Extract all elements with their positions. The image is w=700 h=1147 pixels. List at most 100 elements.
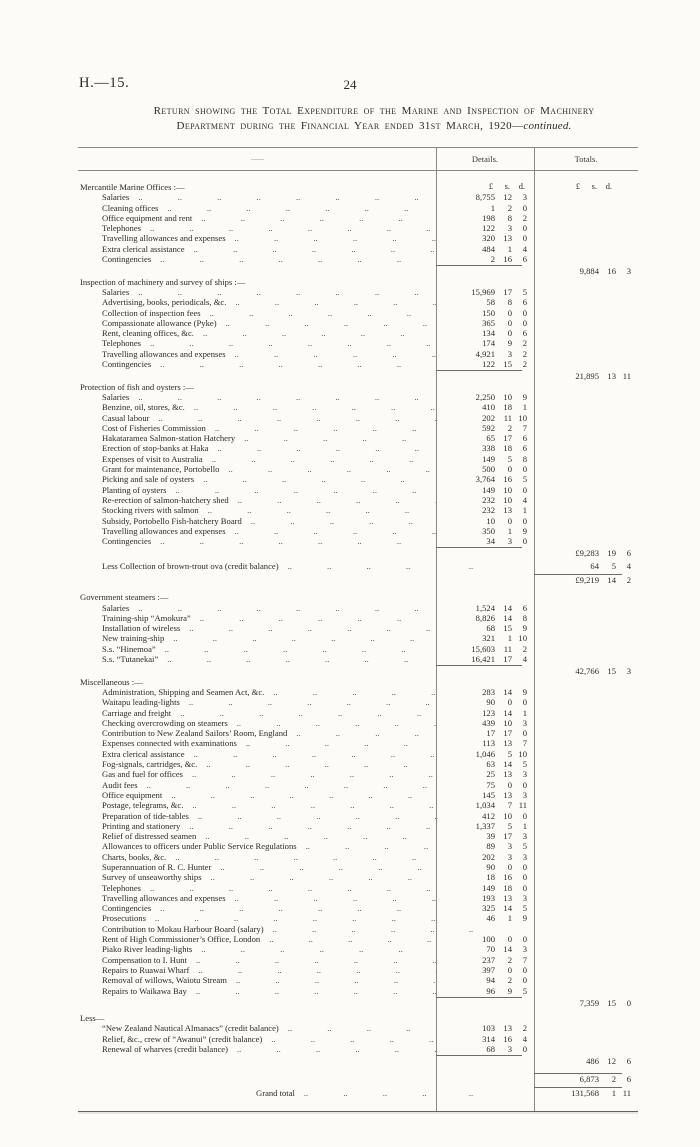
table-row: Less— — [78, 1013, 638, 1023]
amount-pence: 0 — [522, 779, 527, 790]
item-label: S.s. “Hinemoa” — [102, 643, 156, 654]
table-row: Checking overcrowding on steamers .. .. .… — [78, 718, 638, 728]
details-cell: 202 3 3 — [436, 852, 534, 862]
table-row: Government steamers :— — [78, 592, 638, 602]
section-heading: Government steamers :— — [80, 592, 169, 603]
details-cell: 1,337 5 1 — [436, 821, 534, 831]
totals-cell — [534, 1044, 638, 1054]
amount-shillings: 3 — [507, 1044, 512, 1055]
amount-pence: 3 — [626, 266, 631, 277]
table-row: Grand total.. .. .. .. .. .. .. .. .. ..… — [78, 1088, 638, 1098]
row-description: Contingencies .. .. .. .. .. .. .. .. .. … — [78, 903, 436, 913]
leader-dots: .. .. .. .. .. .. .. .. .. .. .. .. .. .… — [273, 686, 436, 697]
totals-cell — [534, 433, 638, 443]
amount-pounds: 58 — [486, 297, 495, 308]
amount-pounds: 65 — [486, 433, 495, 444]
row-description: Salaries .. .. .. .. .. .. .. .. .. .. ..… — [78, 603, 436, 613]
row-description — [78, 998, 436, 1008]
amount-details: 150 0 0 — [436, 308, 534, 318]
leader-dots: .. .. .. .. .. .. .. .. .. .. .. .. .. .… — [175, 851, 436, 862]
amount-pounds: 1,046 — [475, 748, 495, 759]
amount-shillings: 14 — [503, 903, 512, 914]
amount-pence: 1 — [522, 505, 527, 516]
amount-shillings: 17 — [503, 831, 512, 842]
row-description: Subsidy, Portobello Fish-hatchery Board.… — [78, 516, 436, 526]
table-row: Office equipment .. .. .. .. .. .. .. .. … — [78, 790, 638, 800]
totals-cell — [534, 454, 638, 464]
amount-shillings: 5 — [507, 453, 512, 464]
leader-dots: .. .. .. .. .. .. .. .. .. .. .. .. .. .… — [234, 348, 436, 359]
leader-dots: .. .. .. .. .. .. .. .. .. .. .. .. .. .… — [191, 769, 436, 780]
totals-cell — [534, 633, 638, 643]
row-description: Office equipment and rent .. .. .. .. .. … — [78, 213, 436, 223]
details-cell — [436, 548, 534, 558]
totals-cell — [534, 485, 638, 495]
item-label: Postage, telegrams, &c. — [102, 800, 184, 811]
amount-pounds: 9,884 — [579, 266, 599, 277]
table-row: Gas and fuel for offices .. .. .. .. .. .… — [78, 769, 638, 779]
amount-details: 1,034 7 11 — [436, 800, 534, 810]
amount-details: 15,969 17 5 — [436, 287, 534, 297]
row-description: Planting of oysters .. .. .. .. .. .. .. … — [78, 485, 436, 495]
row-description: Superannuation of R. C. Hunter .. .. .. .… — [78, 862, 436, 872]
item-label: Repairs to Waikawa Bay — [102, 985, 187, 996]
totals-cell: 486 12 6 — [534, 1056, 638, 1066]
totals-cell — [534, 308, 638, 318]
section-heading: Miscellaneous :— — [80, 676, 143, 687]
rule-row — [78, 1072, 638, 1074]
amount-shillings: 3 — [507, 348, 512, 359]
leader-dots: .. .. .. .. .. .. .. .. .. .. .. .. .. .… — [150, 882, 436, 893]
amount-pence: 1 — [522, 402, 527, 413]
row-label — [78, 666, 80, 676]
leader-dots: .. .. .. .. .. .. .. .. .. .. .. .. .. .… — [160, 359, 436, 370]
amount-shillings: 0 — [507, 307, 512, 318]
leader-dots: .. .. .. .. .. .. .. .. .. .. .. .. .. .… — [220, 862, 436, 872]
totals-cell — [534, 464, 638, 474]
amount-pence: 6 — [626, 1056, 631, 1067]
item-label: Contingencies — [102, 254, 152, 265]
amount-details: 17 17 0 — [436, 728, 534, 738]
leader-dots: .. .. .. .. .. .. .. .. .. .. .. .. .. .… — [195, 985, 436, 996]
table-row: Charts, books, &c. .. .. .. .. .. .. .. .… — [78, 852, 638, 862]
row-description: Checking overcrowding on steamers .. .. .… — [78, 718, 436, 728]
amount-pence: 2 — [522, 348, 527, 359]
totals-cell — [534, 862, 638, 872]
amount-shillings: 13 — [503, 505, 512, 516]
details-cell: 18 16 0 — [436, 872, 534, 882]
amount-pence: 0 — [522, 810, 527, 821]
amount-shillings: 0 — [507, 964, 512, 975]
row-description: Expenses connected with examinations .. .… — [78, 738, 436, 748]
item-label: Office equipment — [102, 789, 163, 800]
leader-dots: .. .. .. .. .. .. .. .. .. .. .. .. .. .… — [203, 474, 436, 485]
row-description: Collection of inspection fees .. .. .. ..… — [78, 308, 436, 318]
shillings-abbrev: s. — [591, 182, 597, 191]
row-description: Erection of stop-banks at Haka .. .. .. .… — [78, 443, 436, 453]
table-row: Protection of fish and oysters :— — [78, 382, 638, 392]
totals-cell — [534, 423, 638, 433]
totals-cell — [534, 603, 638, 613]
item-label: Audit fees — [102, 779, 138, 790]
rule-row — [78, 1054, 638, 1057]
item-label: Carriage and freight — [102, 707, 172, 718]
leader-dots: .. .. .. .. .. .. .. .. .. .. .. .. .. .… — [138, 602, 436, 613]
amount-pounds: 15,603 — [471, 643, 495, 654]
row-label — [78, 371, 80, 381]
amount-pence: 4 — [522, 494, 527, 505]
details-cell: 90 0 0 — [436, 862, 534, 872]
leader-dots: .. .. .. .. .. .. .. .. .. .. .. .. .. .… — [228, 464, 436, 475]
leader-dots: .. .. .. .. .. .. .. .. .. .. .. .. .. .… — [167, 202, 436, 213]
details-cell: 134 0 6 — [436, 328, 534, 338]
row-description: Salaries .. .. .. .. .. .. .. .. .. .. ..… — [78, 392, 436, 402]
leader-dots: .. .. .. .. .. .. .. .. .. .. .. .. .. .… — [138, 192, 436, 203]
details-cell: 96 9 5 — [436, 986, 534, 996]
details-cell: 198 8 2 — [436, 213, 534, 223]
section-heading: Protection of fish and oysters :— — [80, 381, 194, 392]
amount-shillings: 2 — [507, 975, 512, 986]
details-cell: 122 3 0 — [436, 223, 534, 233]
details-cell: 58 8 6 — [436, 297, 534, 307]
amount-pounds: 145 — [482, 789, 495, 800]
amount-pence: 9 — [522, 623, 527, 634]
amount-pence: 10 — [518, 412, 527, 423]
totals-cell — [534, 1023, 638, 1033]
